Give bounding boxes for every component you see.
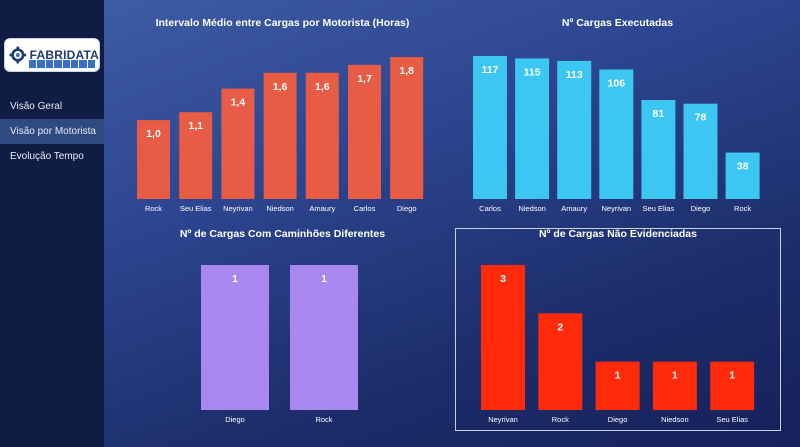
bar-value-label: 1,8 — [399, 65, 414, 77]
bar-chart-1: 1,0 Rock 1,1 Seu Elias 1,4 Neyrivan 1,6 Niedson… — [137, 57, 424, 213]
bar[interactable] — [557, 60, 592, 200]
bar-value-label: 3 — [500, 273, 506, 285]
sidebar-item-evolucao-tempo[interactable]: Evolução Tempo — [0, 144, 104, 169]
bar-value-label: 2 — [557, 321, 563, 333]
logo-stripes — [29, 60, 95, 68]
bar-value-label: 1 — [615, 370, 621, 382]
chart-title-caminhoes-diferentes: Nº de Cargas Com Caminhões Diferentes — [179, 228, 386, 240]
category-label: Diego — [225, 415, 245, 424]
bar-value-label: 1 — [672, 370, 678, 382]
category-label: Niedson — [266, 204, 294, 213]
bar[interactable] — [595, 361, 640, 410]
bar-value-label: 38 — [737, 161, 749, 173]
category-label: Niedson — [661, 415, 689, 424]
chart-title-cargas-executadas: Nº Cargas Executadas — [561, 17, 674, 29]
sidebar: FABRIDATA Visão Geral Visão por Motorist… — [0, 0, 104, 447]
bar[interactable] — [179, 112, 213, 199]
bar[interactable] — [599, 69, 634, 199]
fabridata-logo: FABRIDATA — [4, 38, 100, 72]
category-label: Rock — [145, 204, 162, 213]
bar-chart-2: 117 Carlos 115 Niedson 113 Amaury 106 Neyrivan 8… — [473, 56, 760, 213]
bar[interactable] — [201, 265, 269, 410]
bar[interactable] — [221, 88, 255, 199]
category-label: Neyrivan — [223, 204, 253, 213]
sidebar-item-visao-por-motorista[interactable]: Visão por Motorista — [0, 119, 104, 144]
category-label: Amaury — [561, 204, 587, 213]
bar-value-label: 1,1 — [188, 120, 203, 132]
category-label: Rock — [315, 415, 332, 424]
bar-value-label: 1,0 — [146, 128, 161, 140]
bar[interactable] — [683, 103, 718, 199]
category-label: Neyrivan — [488, 415, 518, 424]
sidebar-item-label: Visão por Motorista — [10, 126, 96, 137]
chart-title-nao-evidenciadas: Nº de Cargas Não Evidenciadas — [539, 228, 697, 240]
logo-text: FABRIDATA — [29, 48, 99, 62]
category-label: Seu Elias — [643, 204, 675, 213]
sidebar-item-label: Evolução Tempo — [10, 151, 84, 162]
category-label: Rock — [734, 204, 751, 213]
bar-chart-4: 3 Neyrivan 2 Rock 1 Diego 1 Niedson 1 Seu Elias — [481, 265, 755, 424]
bar[interactable] — [390, 57, 424, 199]
bar[interactable] — [641, 100, 676, 199]
selected-visual-frame — [455, 228, 781, 431]
bar-value-label: 1,7 — [357, 73, 372, 85]
sidebar-item-visao-geral[interactable]: Visão Geral — [0, 94, 104, 119]
bar[interactable] — [652, 361, 697, 410]
category-label: Carlos — [479, 204, 501, 213]
bar-value-label: 117 — [482, 64, 499, 76]
bar-value-label: 1,6 — [273, 81, 288, 93]
category-label: Diego — [691, 204, 711, 213]
category-label: Seu Elias — [180, 204, 212, 213]
category-label: Rock — [552, 415, 569, 424]
bar-value-label: 1 — [729, 370, 735, 382]
bar[interactable] — [137, 120, 170, 199]
bar-value-label: 106 — [608, 77, 626, 89]
bar-value-label: 1 — [321, 273, 327, 285]
category-label: Amaury — [309, 204, 335, 213]
category-label: Diego — [397, 204, 417, 213]
category-label: Seu Elias — [716, 415, 748, 424]
sidebar-nav: Visão Geral Visão por Motorista Evolução… — [0, 94, 104, 169]
chart-title-intervalo: Intervalo Médio entre Cargas por Motoris… — [155, 17, 410, 29]
bar[interactable] — [290, 265, 358, 410]
category-label: Niedson — [518, 204, 546, 213]
bar-chart-3: 1 Diego 1 Rock — [201, 265, 358, 424]
sidebar-item-label: Visão Geral — [10, 101, 63, 112]
gear-icon — [9, 46, 27, 64]
bar[interactable] — [515, 58, 550, 199]
bar-value-label: 1,4 — [231, 97, 246, 109]
bar-value-label: 1 — [232, 273, 238, 285]
bar[interactable] — [538, 313, 583, 410]
bar-value-label: 81 — [653, 108, 665, 120]
bar-value-label: 113 — [566, 69, 583, 81]
category-label: Diego — [608, 415, 628, 424]
bar[interactable] — [263, 72, 297, 199]
bar[interactable] — [473, 56, 507, 199]
bar-value-label: 115 — [524, 66, 541, 78]
bar-value-label: 1,6 — [315, 81, 330, 93]
bar-value-label: 78 — [695, 112, 707, 124]
bar[interactable] — [481, 265, 525, 410]
category-label: Carlos — [354, 204, 376, 213]
bar[interactable] — [305, 72, 339, 199]
bar[interactable] — [710, 361, 755, 410]
bar[interactable] — [348, 64, 381, 199]
category-label: Neyrivan — [602, 204, 632, 213]
bar[interactable] — [725, 152, 760, 199]
